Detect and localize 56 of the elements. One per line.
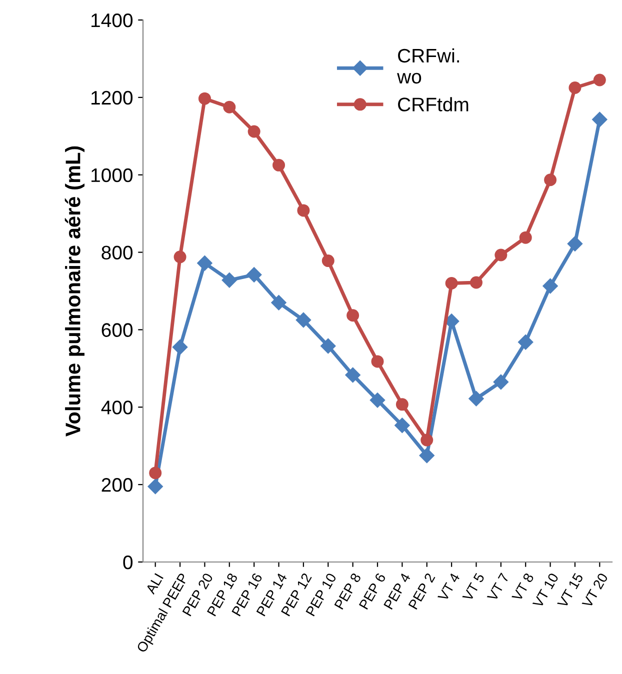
- point: [494, 248, 508, 262]
- point: [593, 74, 606, 86]
- point: [592, 112, 608, 128]
- point: [197, 256, 212, 271]
- x-tick-label: VT 15: [557, 572, 584, 609]
- x-tick-label: VT 10: [532, 572, 559, 609]
- point: [148, 478, 163, 494]
- point: [544, 174, 557, 186]
- y-tick-label: 1000: [92, 168, 133, 182]
- x-tick-label: ALI: [145, 573, 164, 595]
- point: [518, 334, 534, 350]
- y-tick-label: 1200: [92, 90, 133, 105]
- point: [568, 82, 582, 94]
- y-axis-title: Volume pulmonaire aéré (mL): [64, 146, 84, 437]
- point: [223, 100, 236, 114]
- point: [468, 391, 484, 406]
- point: [198, 92, 211, 105]
- point: [519, 231, 532, 244]
- point: [297, 204, 310, 217]
- point: [396, 398, 408, 411]
- point: [370, 392, 386, 408]
- y-tick-label: 400: [101, 400, 133, 414]
- x-tick-label: VT 5: [462, 572, 485, 602]
- point: [493, 374, 508, 390]
- point: [320, 338, 336, 354]
- point: [271, 295, 286, 310]
- point: [149, 466, 162, 480]
- y-tick-label: 0: [123, 555, 133, 570]
- point: [322, 254, 334, 268]
- point: [222, 272, 237, 288]
- y-tick-label: 600: [102, 323, 133, 337]
- point: [248, 125, 260, 138]
- point: [420, 434, 434, 446]
- point: [419, 448, 434, 464]
- x-tick-label: VT 8: [511, 572, 534, 602]
- x-tick-label: VT 7: [486, 572, 510, 602]
- point: [272, 158, 286, 172]
- y-tick-label: 200: [102, 478, 133, 492]
- point: [172, 340, 188, 355]
- point: [567, 236, 583, 252]
- point: [394, 418, 410, 433]
- point: [174, 250, 186, 264]
- legend-label: CRFwi. wo: [397, 48, 460, 84]
- x-tick-label: VT 20: [582, 572, 608, 609]
- point: [542, 278, 558, 294]
- point: [371, 355, 384, 368]
- point: [346, 309, 360, 322]
- y-tick-label: 800: [102, 246, 133, 260]
- point: [345, 367, 360, 383]
- point: [296, 312, 312, 328]
- y-tick-label: 1400: [92, 13, 133, 28]
- point: [470, 276, 482, 289]
- point: [445, 277, 458, 290]
- x-tick-label: VT 4: [437, 572, 460, 602]
- point: [246, 267, 262, 282]
- legend-label: CRFtdm: [398, 97, 468, 112]
